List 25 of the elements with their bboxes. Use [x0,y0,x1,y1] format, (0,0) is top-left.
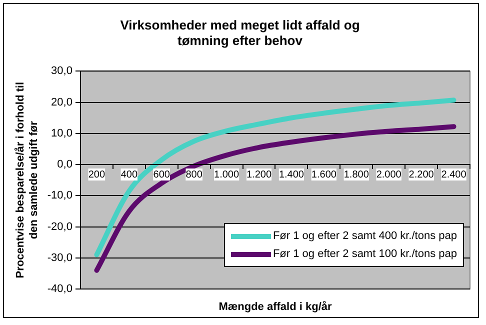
x-tick-label: 1.000 [214,169,240,180]
x-axis-title: Mængde affald i kg/år [218,300,332,314]
x-tick-label: 2.200 [408,169,434,180]
y-tick-label: -40,0 [47,283,72,296]
y-tick-label: -10,0 [47,190,72,202]
x-tick-label: 1.800 [344,169,370,180]
y-tick-label: 10,0 [51,127,72,140]
x-tick-label: 1.200 [246,169,272,180]
y-axis-title: Procentvise besparelse/år i forhold til den samlede udgift før [14,82,40,278]
y-tick-label: 0,0 [57,158,72,171]
chart-title: Virksomheder med meget lidt affald og tømning efter behov [120,17,360,48]
x-tick-label: 400 [120,169,138,180]
x-tick-label: 200 [88,169,106,180]
legend-label: Før 1 og efter 2 samt 400 kr./tons pap [272,230,457,242]
y-tick-label: 20,0 [51,96,72,108]
y-tick-label: -30,0 [47,252,72,264]
x-tick-label: 2.400 [441,169,467,180]
x-tick-label: 1.400 [278,169,304,180]
x-tick-label: 1.600 [311,169,337,180]
y-tick-label: -20,0 [47,220,72,233]
x-tick-label: 800 [186,169,203,180]
x-tick-label: 2.000 [376,169,402,180]
legend-label: Før 1 og efter 2 samt 100 kr./tons pap [272,248,457,260]
x-tick-label: 600 [153,169,170,180]
y-tick-label: 30,0 [51,65,72,78]
